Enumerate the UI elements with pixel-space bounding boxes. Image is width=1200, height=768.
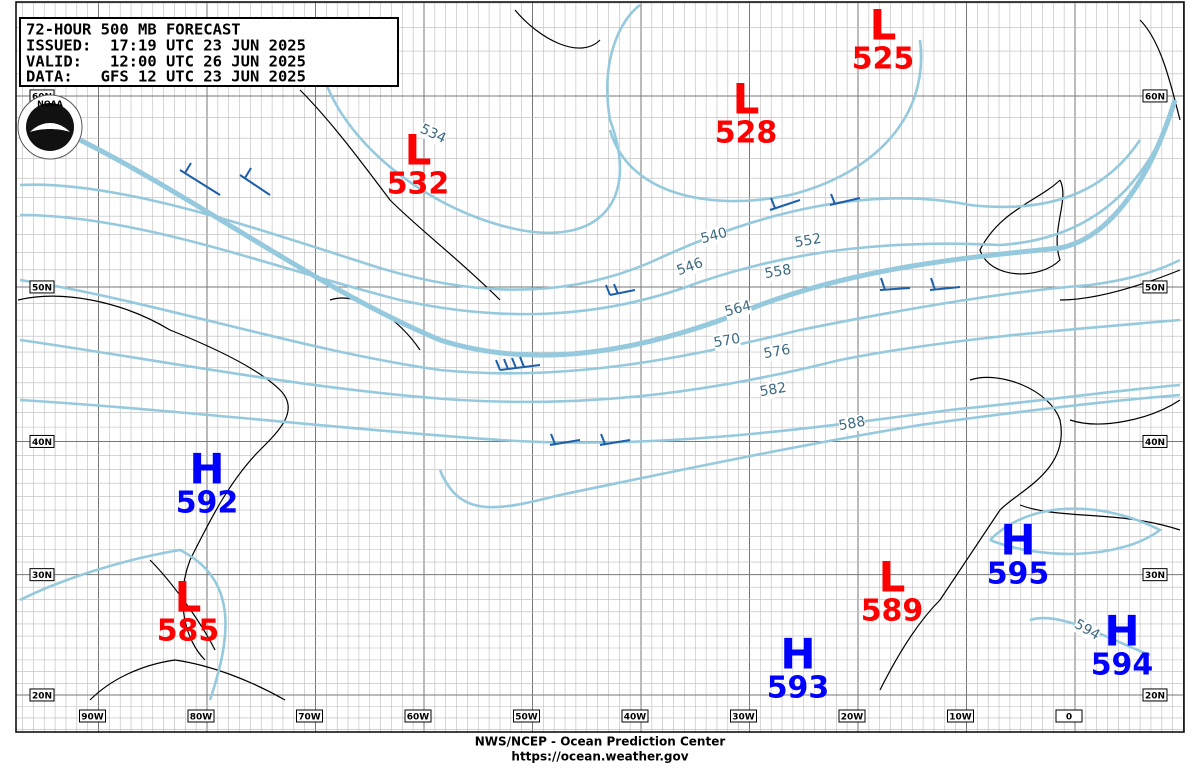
lon-label-box: [838, 709, 866, 723]
lat-label-box: [29, 688, 55, 702]
lon-label-box: [730, 709, 757, 723]
lon-label: 0: [1066, 713, 1072, 723]
lon-label: 60W: [407, 713, 430, 723]
logo-gull: [30, 123, 70, 132]
center-value: 585: [157, 614, 220, 649]
lon-label-box: [1055, 709, 1083, 723]
lon-label: 40W: [624, 713, 647, 723]
center-letter: H: [1104, 607, 1139, 656]
center-value: 589: [861, 594, 924, 629]
lat-label: 40N: [32, 438, 52, 448]
header-line: 72-HOUR 500 MB FORECAST: [26, 21, 241, 39]
lat-label: 30N: [32, 571, 52, 581]
contour-label-bg: [758, 379, 788, 401]
contour-label-bg: [762, 341, 792, 363]
contour-label-bg: [699, 224, 729, 248]
contour-label-bg: [723, 297, 753, 321]
contour-label: 588: [837, 414, 866, 434]
contour-label-bg: [1071, 616, 1103, 644]
lon-label: 80W: [190, 713, 213, 723]
lon-label: 30W: [732, 713, 755, 723]
wind-barbs: [179, 162, 961, 446]
center-letter: L: [879, 553, 906, 602]
lon-label: 70W: [298, 713, 321, 723]
lat-label: 30N: [1145, 571, 1165, 581]
lon-label-box: [404, 709, 432, 723]
map-labels: 60N60N50N50N40N40N30N30N20N20N90W80W70W6…: [29, 1, 1168, 723]
contour-label: 594: [1071, 616, 1102, 643]
contour-label-bg: [417, 121, 449, 147]
lat-label-box: [29, 568, 55, 582]
lat-label: 50N: [32, 283, 52, 293]
contour-label: 540: [699, 225, 729, 247]
lon-label-box: [79, 709, 106, 723]
footer-line: https://ocean.weather.gov: [511, 750, 688, 764]
lat-label: 60N: [1145, 92, 1165, 102]
center-letter: L: [175, 573, 202, 622]
contour-label-bg: [712, 330, 742, 352]
contour-label-bg: [837, 413, 867, 435]
center-value: 594: [1091, 648, 1154, 683]
contour-label: 576: [762, 342, 791, 362]
contour-label-bg: [675, 255, 705, 279]
lon-label-box: [621, 709, 649, 723]
lon-label: 20W: [841, 713, 864, 723]
contour-label: 564: [723, 298, 753, 320]
lat-label: 40N: [1145, 438, 1165, 448]
lon-label-box: [513, 709, 540, 723]
lat-label-box: [1142, 568, 1168, 582]
logo-text: NOAA: [37, 100, 63, 109]
lon-label-box: [296, 709, 323, 723]
center-value: 528: [715, 116, 778, 151]
contour-label-bg: [793, 230, 823, 252]
contour-label: 552: [793, 231, 822, 251]
lon-label-box: [187, 709, 215, 723]
center-letter: H: [780, 630, 815, 679]
lat-label-box: [1142, 688, 1168, 702]
center-value: 532: [387, 167, 450, 202]
lat-label-box: [1142, 280, 1168, 294]
lat-label: 50N: [1145, 283, 1165, 293]
center-value: 595: [987, 557, 1050, 592]
contour-label: 570: [712, 331, 741, 351]
header-line: DATA: GFS 12 UTC 23 JUN 2025: [26, 68, 306, 86]
lat-label-box: [1142, 89, 1168, 103]
footer-line: NWS/NCEP - Ocean Prediction Center: [475, 735, 726, 749]
contour-label: 582: [758, 380, 787, 400]
center-letter: L: [733, 75, 760, 124]
lat-label-box: [29, 280, 55, 294]
grid: [16, 2, 1184, 732]
center-letter: H: [189, 445, 224, 494]
center-letter: L: [405, 126, 432, 175]
lon-label: 50W: [515, 713, 538, 723]
lon-label: 10W: [949, 713, 972, 723]
contour-label: 546: [675, 255, 706, 279]
contour-label-bg: [763, 261, 793, 283]
center-value: 592: [176, 486, 239, 521]
lon-label: 90W: [81, 713, 104, 723]
center-letter: H: [1000, 516, 1035, 565]
center-value: 525: [852, 42, 915, 77]
map-frame: [15, 1, 1185, 733]
lat-label: 20N: [32, 691, 52, 701]
lon-label-box: [947, 709, 974, 723]
center-letter: L: [870, 1, 897, 50]
header-box: [19, 17, 399, 87]
lat-label-box: [1142, 434, 1168, 448]
header-line: ISSUED: 17:19 UTC 23 JUN 2025: [26, 37, 306, 55]
header-line: VALID: 12:00 UTC 26 JUN 2025: [26, 53, 306, 71]
contour-label: 558: [763, 262, 792, 282]
lat-label-box: [29, 434, 55, 448]
lat-label: 20N: [1145, 691, 1165, 701]
center-value: 593: [767, 671, 830, 706]
